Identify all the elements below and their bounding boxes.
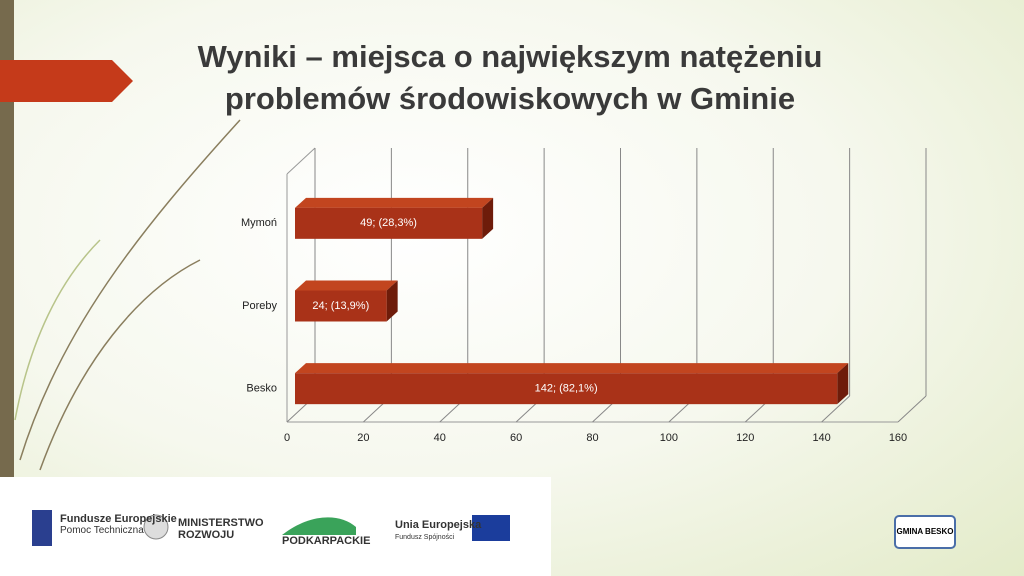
- logo-title: Unia Europejska: [395, 519, 482, 531]
- logo-icons: [32, 510, 510, 546]
- bar: [295, 373, 838, 405]
- bar: [295, 290, 387, 322]
- bar-top: [295, 363, 849, 374]
- footer: Fundusze Europejskie Pomoc Techniczna MIN…: [0, 477, 551, 576]
- logo: Unia Europejska Fundusz Spójności: [395, 519, 481, 542]
- curve: [39, 259, 201, 471]
- x-tick-label: 100: [660, 432, 678, 444]
- bar: [295, 207, 483, 239]
- icon: [472, 515, 510, 541]
- curve: [19, 119, 241, 461]
- icon: [32, 510, 52, 546]
- bar-top: [295, 280, 398, 291]
- icon: [282, 517, 356, 535]
- x-tick-label: 0: [284, 432, 290, 444]
- x-tick-label: 140: [812, 432, 830, 444]
- logo-title: PODKARPACKIE: [282, 535, 371, 547]
- chart-title: Wyniki – miejsca o największym natężeniu…: [197, 39, 823, 116]
- arrow: [0, 60, 133, 102]
- x-tick-label: 20: [357, 432, 369, 444]
- y-tick-label: Besko: [246, 383, 277, 395]
- logo-title: Fundusze Europejskie: [60, 513, 177, 525]
- x-tick-label: 160: [889, 432, 907, 444]
- logo: MINISTERSTWO ROZWOJU: [178, 517, 264, 541]
- y-tick-label: Poreby: [242, 300, 277, 312]
- y-tick-label: Mymoń: [241, 217, 277, 229]
- logo-title: MINISTERSTWO ROZWOJU: [178, 517, 264, 541]
- side-strip: [0, 0, 14, 480]
- x-tick-label: 80: [586, 432, 598, 444]
- grid-line: [897, 395, 927, 423]
- bar-side: [837, 363, 849, 405]
- logo-subtitle: Fundusz Spójności: [395, 534, 455, 541]
- bar-side: [386, 280, 398, 322]
- axis-wall: [286, 147, 316, 175]
- bar-side: [482, 197, 494, 239]
- logo: Fundusze Europejskie Pomoc Techniczna: [60, 513, 177, 536]
- curve: [14, 239, 101, 421]
- logo: PODKARPACKIE: [282, 535, 370, 547]
- icon: [143, 514, 169, 540]
- grid-line: [821, 395, 850, 423]
- data-label: 142; (82,1%): [535, 383, 598, 395]
- x-tick-label: 120: [736, 432, 754, 444]
- bar-top: [295, 197, 494, 208]
- data-label: 24; (13,9%): [312, 300, 369, 312]
- logo-subtitle: Pomoc Techniczna: [60, 525, 144, 536]
- data-label: 49; (28,3%): [360, 217, 417, 229]
- x-tick-label: 60: [510, 432, 522, 444]
- x-tick-label: 40: [434, 432, 446, 444]
- logo-gmina: GMINA BESKO: [894, 515, 956, 549]
